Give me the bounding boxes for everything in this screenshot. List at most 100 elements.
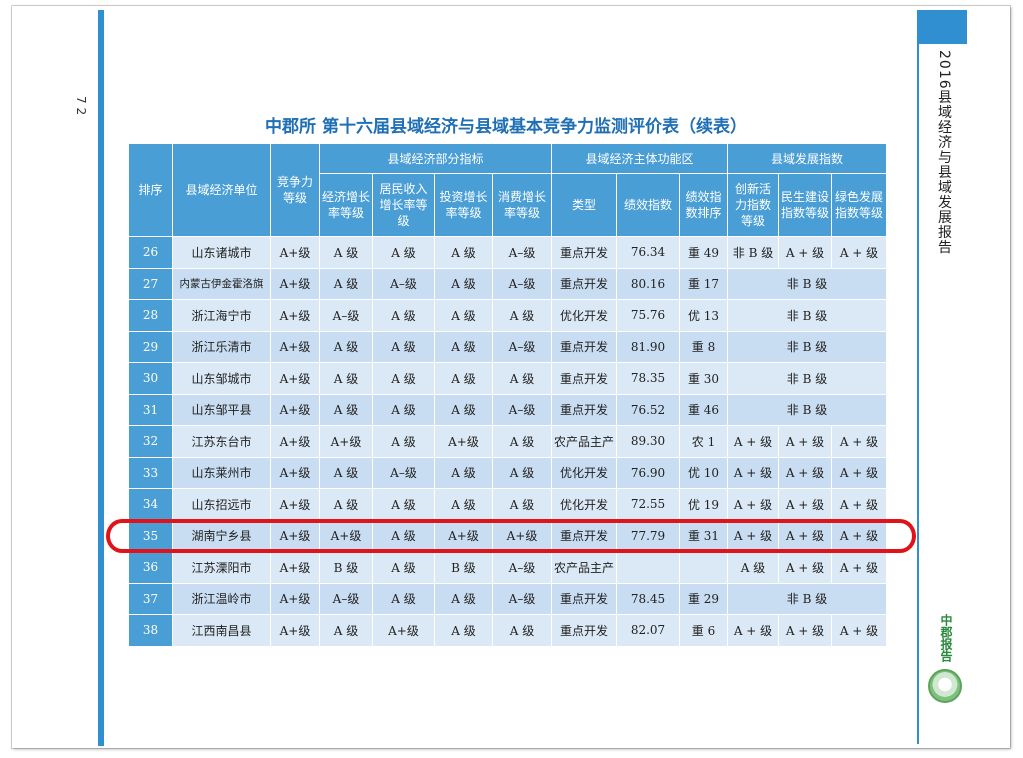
cell-consumption-growth: A–级 xyxy=(491,393,553,426)
cell-investment-growth: A 级 xyxy=(434,393,493,426)
cell-innovation: 非 B 级 xyxy=(727,236,780,269)
cell-innovation: A + 级 xyxy=(727,614,780,647)
cell-rank: 35 xyxy=(128,519,173,552)
cell-unit: 山东莱州市 xyxy=(172,456,271,489)
cell-consumption-growth: A 级 xyxy=(491,362,553,395)
cell-type: 重点开发 xyxy=(551,614,618,647)
cell-rank: 29 xyxy=(128,330,173,363)
cell-performance-index: 77.79 xyxy=(616,519,681,552)
header-investment-growth: 投资增长率等级 xyxy=(434,173,493,237)
cell-development-merged: 非 B 级 xyxy=(727,393,888,426)
cell-econ-growth: A 级 xyxy=(319,267,373,300)
cell-consumption-growth: A 级 xyxy=(491,488,553,521)
cell-investment-growth: A 级 xyxy=(434,267,493,300)
cell-rank: 30 xyxy=(128,362,173,395)
table-row: 27 内蒙古伊金霍洛旗 A+级 A 级 A–级 A 级 A–级 重点开发 80.16 重 17 非 … xyxy=(128,267,888,300)
cell-livelihood: A + 级 xyxy=(778,456,833,489)
cell-rank: 38 xyxy=(128,614,173,647)
cell-unit: 山东诸城市 xyxy=(172,236,271,269)
cell-investment-growth: A 级 xyxy=(434,582,493,615)
cell-type: 重点开发 xyxy=(551,236,618,269)
cell-type: 重点开发 xyxy=(551,519,618,552)
right-accent-line xyxy=(917,44,919,744)
header-innovation: 创新活力指数等级 xyxy=(727,173,780,237)
cell-income-growth: A 级 xyxy=(372,551,435,584)
cell-performance-index: 82.07 xyxy=(616,614,681,647)
cell-type: 重点开发 xyxy=(551,267,618,300)
cell-consumption-growth: A 级 xyxy=(491,456,553,489)
cell-performance-rank xyxy=(679,551,729,584)
cell-performance-index: 72.55 xyxy=(616,488,681,521)
header-competitiveness: 竞争力等级 xyxy=(270,143,320,237)
cell-competitiveness: A+级 xyxy=(270,614,320,647)
header-consumption-growth: 消费增长率等级 xyxy=(491,173,553,237)
cell-income-growth: A 级 xyxy=(372,299,435,332)
cell-investment-growth: A 级 xyxy=(434,330,493,363)
header-econ-growth: 经济增长率等级 xyxy=(319,173,373,237)
cell-performance-rank: 优 10 xyxy=(679,456,729,489)
table-row: 35 湖南宁乡县 A+级 A+级 A 级 A+级 A+级 重点开发 77.79 重 31 A + 级… xyxy=(128,519,888,552)
cell-rank: 34 xyxy=(128,488,173,521)
cell-investment-growth: A 级 xyxy=(434,236,493,269)
cell-performance-rank: 优 13 xyxy=(679,299,729,332)
cell-investment-growth: A 级 xyxy=(434,614,493,647)
cell-income-growth: A 级 xyxy=(372,582,435,615)
cell-rank: 27 xyxy=(128,267,173,300)
cell-income-growth: A+级 xyxy=(372,614,435,647)
cell-rank: 32 xyxy=(128,425,173,458)
side-report-title: 2016县域经济与县域发展报告 xyxy=(936,50,952,255)
cell-type: 重点开发 xyxy=(551,582,618,615)
cell-performance-rank: 农 1 xyxy=(679,425,729,458)
side-brand-label: 中郡报告 xyxy=(939,614,953,662)
header-green: 绿色发展指数等级 xyxy=(831,173,888,237)
cell-green: A + 级 xyxy=(831,519,888,552)
cell-competitiveness: A+级 xyxy=(270,299,320,332)
cell-competitiveness: A+级 xyxy=(270,456,320,489)
cell-performance-index: 81.90 xyxy=(616,330,681,363)
cell-econ-growth: A–级 xyxy=(319,582,373,615)
cell-livelihood: A + 级 xyxy=(778,488,833,521)
cell-investment-growth: A 级 xyxy=(434,362,493,395)
cell-income-growth: A 级 xyxy=(372,236,435,269)
cell-innovation: A 级 xyxy=(727,551,780,584)
cell-type: 农产品主产 xyxy=(551,425,618,458)
cell-competitiveness: A+级 xyxy=(270,582,320,615)
cell-consumption-growth: A 级 xyxy=(491,614,553,647)
cell-unit: 山东邹城市 xyxy=(172,362,271,395)
cell-type: 优化开发 xyxy=(551,456,618,489)
cell-competitiveness: A+级 xyxy=(270,488,320,521)
cell-econ-growth: A 级 xyxy=(319,488,373,521)
header-type: 类型 xyxy=(551,173,618,237)
cell-consumption-growth: A–级 xyxy=(491,582,553,615)
page-number: 7 2 xyxy=(74,96,88,116)
cell-income-growth: A 级 xyxy=(372,488,435,521)
cell-consumption-growth: A 级 xyxy=(491,425,553,458)
table-title: 中郡所 第十六届县域经济与县域基本竞争力监测评价表（续表） xyxy=(265,117,747,137)
cell-development-merged: 非 B 级 xyxy=(727,582,888,615)
cell-competitiveness: A+级 xyxy=(270,236,320,269)
cell-econ-growth: A 级 xyxy=(319,614,373,647)
cell-competitiveness: A+级 xyxy=(270,362,320,395)
cell-consumption-growth: A 级 xyxy=(491,299,553,332)
cell-livelihood: A + 级 xyxy=(778,614,833,647)
cell-livelihood: A + 级 xyxy=(778,236,833,269)
cell-type: 农产品主产 xyxy=(551,551,618,584)
cell-competitiveness: A+级 xyxy=(270,393,320,426)
cell-unit: 山东招远市 xyxy=(172,488,271,521)
cell-econ-growth: A 级 xyxy=(319,330,373,363)
cell-consumption-growth: A–级 xyxy=(491,330,553,363)
cell-econ-growth: A 级 xyxy=(319,456,373,489)
cell-type: 重点开发 xyxy=(551,330,618,363)
cell-innovation: A + 级 xyxy=(727,456,780,489)
cell-type: 优化开发 xyxy=(551,488,618,521)
cell-development-merged: 非 B 级 xyxy=(727,330,888,363)
cell-econ-growth: A–级 xyxy=(319,299,373,332)
cell-green: A + 级 xyxy=(831,551,888,584)
cell-unit: 湖南宁乡县 xyxy=(172,519,271,552)
